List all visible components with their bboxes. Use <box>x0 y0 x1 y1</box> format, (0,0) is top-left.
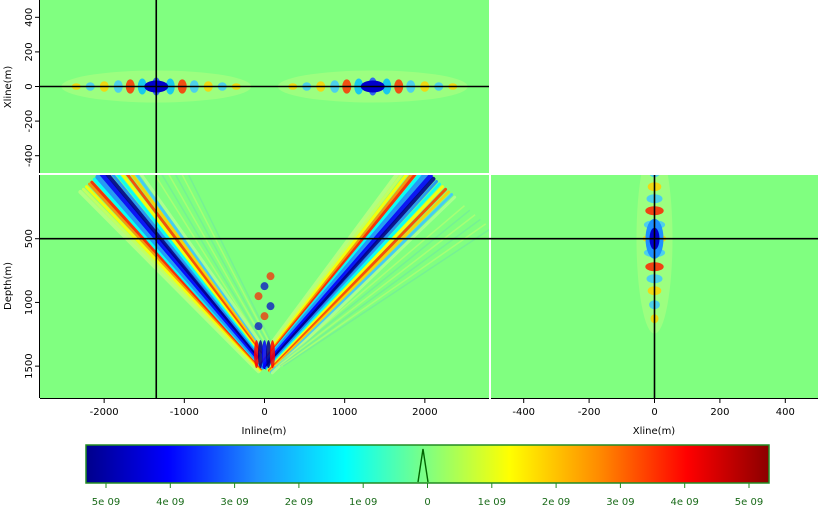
colorbar-ticks: 5e 09 4e 09 3e 09 2e 09 1e 09 0 1e 09 2e 09 3e 0… <box>92 483 763 508</box>
top-y-tick-label: -200 <box>24 110 35 133</box>
top-wavelet <box>277 70 468 103</box>
top-y-tick-label: 400 <box>24 8 35 27</box>
colorbar-tick-label: 5e 09 <box>735 497 763 508</box>
right-x-tick-label: -400 <box>512 407 535 418</box>
main-x-tick-label: 2000 <box>412 407 437 418</box>
colorbar-tick-label: 2e 09 <box>542 497 570 508</box>
main-x-tick-label: -2000 <box>90 407 119 418</box>
main-y-tick-label: 1500 <box>24 353 35 378</box>
colorbar-zero-spike <box>417 448 429 483</box>
v-apex-focus <box>254 272 275 369</box>
right-x-tick-label: 200 <box>710 407 729 418</box>
right-x-tick-label: -200 <box>578 407 601 418</box>
top-ylabel: Xline(m) <box>3 66 14 109</box>
main-y-tick-label: 500 <box>24 229 35 248</box>
right-x-tick-label: 400 <box>776 407 795 418</box>
colorbar-tick-label: 2e 09 <box>285 497 313 508</box>
top-y-tick-label: -400 <box>24 144 35 167</box>
main-y-tick-label: 1000 <box>24 290 35 315</box>
main-panel-wavefield <box>78 175 489 375</box>
main-x-tick-label: 1000 <box>332 407 357 418</box>
right-xlabel: Xline(m) <box>633 426 676 437</box>
right-x-tick-label: 0 <box>651 407 657 418</box>
colorbar-tick-label: 4e 09 <box>670 497 698 508</box>
colorbar-tick-label: 1e 09 <box>349 497 377 508</box>
colorbar-tick-label: 4e 09 <box>156 497 184 508</box>
main-x-tick-label: 0 <box>261 407 267 418</box>
main-xlabel: Inline(m) <box>242 426 287 437</box>
top-y-tick-label: 200 <box>24 42 35 61</box>
colorbar-tick-label: 3e 09 <box>606 497 634 508</box>
v-wavefront-arm <box>256 175 489 375</box>
top-y-tick-label: 0 <box>24 83 35 89</box>
v-wavefront-arm <box>78 175 284 374</box>
colorbar-tick-label: 0 <box>424 497 430 508</box>
colorbar-tick-label: 3e 09 <box>220 497 248 508</box>
main-ylabel: Depth(m) <box>3 262 14 310</box>
main-x-tick-label: -1000 <box>170 407 199 418</box>
colorbar-tick-label: 5e 09 <box>92 497 120 508</box>
colorbar-tick-label: 1e 09 <box>478 497 506 508</box>
